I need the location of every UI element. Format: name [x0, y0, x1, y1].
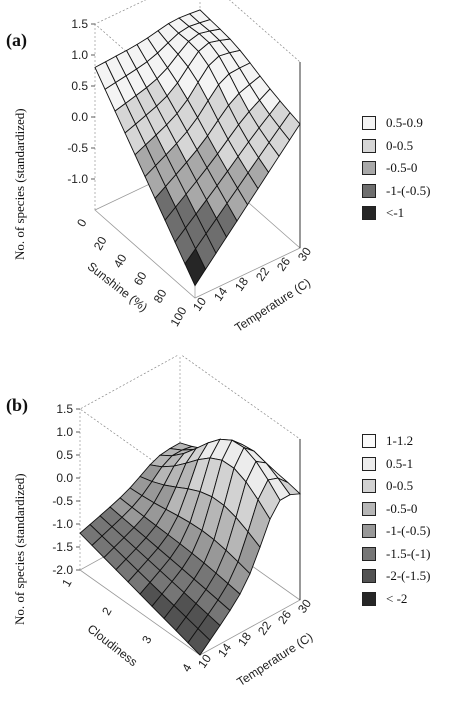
- legend-swatch: [362, 183, 376, 198]
- x-tick-label: 22: [253, 264, 272, 283]
- legend-swatch: [362, 161, 376, 176]
- legend-item: 0-0.5: [362, 135, 430, 158]
- legend-item: -0.5-0: [362, 157, 430, 180]
- legend-swatch: [362, 501, 376, 516]
- legend-item: 0.5-1: [362, 453, 430, 476]
- legend-a: 0.5-0.9 0-0.5 -0.5-0 -1-(-0.5) <-1: [362, 112, 430, 225]
- panel-b: (b) No. of species (standardized) -2.0 -1…: [0, 355, 474, 711]
- z-axis-label: Cloudiness: [85, 622, 140, 670]
- legend-swatch: [362, 138, 376, 153]
- legend-item: -0.5-0: [362, 498, 430, 521]
- y-tick-label: 0.5: [71, 79, 88, 93]
- y-tick-label: 0.0: [71, 110, 88, 124]
- legend-swatch: [362, 456, 376, 471]
- legend-item: -1-(-0.5): [362, 180, 430, 203]
- legend-item: 1-1.2: [362, 430, 430, 453]
- legend-swatch: [362, 434, 376, 449]
- legend-item: 0.5-0.9: [362, 112, 430, 135]
- x-tick-label: 22: [255, 618, 274, 637]
- legend-label: <-1: [386, 205, 405, 221]
- legend-swatch: [362, 524, 376, 539]
- x-tick-label: 10: [195, 651, 214, 670]
- x-tick-label: 26: [274, 254, 293, 273]
- legend-label: -1-(-0.5): [386, 182, 431, 198]
- y-tick-label: 0.0: [56, 471, 73, 485]
- surface-cell: [187, 628, 211, 656]
- legend-item: <-1: [362, 202, 430, 225]
- legend-swatch: [362, 479, 376, 494]
- x-tick-label: 26: [275, 607, 294, 626]
- legend-swatch: [362, 116, 376, 131]
- z-tick-label: 3: [139, 633, 155, 646]
- legend-item: -1.5-(-1): [362, 543, 430, 566]
- legend-label: 1-1.2: [386, 433, 414, 449]
- y-tick-label: -1.5: [52, 540, 73, 554]
- legend-item: -1-(-0.5): [362, 520, 430, 543]
- x-tick-label: 18: [232, 274, 251, 293]
- x-tick-label: 18: [235, 629, 254, 648]
- legend-item: -2-(-1.5): [362, 565, 430, 588]
- panel-label: (a): [6, 30, 27, 50]
- legend-label: -1.5-(-1): [386, 545, 431, 561]
- z-tick-label: 80: [151, 287, 170, 306]
- axis-box-top: [94, 0, 301, 113]
- z-tick-label: 100: [167, 304, 189, 329]
- axis-box-top: [79, 355, 301, 495]
- y-tick-label: 0.5: [56, 448, 73, 462]
- legend-swatch: [362, 546, 376, 561]
- y-tick-label: -1.0: [52, 517, 73, 531]
- legend-swatch: [362, 591, 376, 606]
- legend-item: < -2: [362, 588, 430, 611]
- legend-label: < -2: [386, 590, 408, 606]
- y-tick-label: 1.0: [71, 48, 88, 62]
- legend-label: 0-0.5: [386, 137, 414, 153]
- y-tick-label: 1.0: [56, 425, 73, 439]
- legend-label: 0.5-0.9: [386, 115, 423, 131]
- panel-label: (b): [6, 395, 28, 415]
- legend-swatch: [362, 569, 376, 584]
- x-tick-label: 14: [215, 640, 234, 659]
- legend-label: -2-(-1.5): [386, 568, 431, 584]
- legend-b: 1-1.2 0.5-1 0-0.5 -0.5-0 -1-(-0.5) -1.5-(-1) -…: [362, 430, 430, 610]
- z-tick-label: 2: [99, 605, 115, 618]
- z-tick-label: 1: [59, 576, 75, 589]
- z-tick-label: 4: [179, 661, 195, 674]
- y-tick-label: -2.0: [52, 563, 73, 577]
- y-tick-label: 1.5: [56, 402, 73, 416]
- legend-label: 0-0.5: [386, 478, 414, 494]
- legend-label: -1-(-0.5): [386, 523, 431, 539]
- z-tick-label: 20: [91, 234, 110, 253]
- legend-label: 0.5-1: [386, 455, 414, 471]
- y-tick-label: -1.0: [67, 172, 88, 186]
- legend-label: -0.5-0: [386, 500, 418, 516]
- z-tick-label: 0: [74, 216, 90, 229]
- x-tick-label: 30: [295, 244, 314, 263]
- x-tick-label: 10: [190, 294, 209, 313]
- x-tick-label: 30: [295, 596, 314, 615]
- panel-a: (a) No. of species (standardized) -1.0 -0…: [0, 0, 474, 355]
- legend-label: -0.5-0: [386, 160, 418, 176]
- z-tick-label: 40: [111, 251, 130, 270]
- x-tick-label: 14: [211, 284, 230, 303]
- z-tick-label: 60: [131, 269, 150, 288]
- surface-cell: [94, 61, 117, 90]
- y-tick-label: -0.5: [67, 141, 88, 155]
- y-tick-label: 1.5: [71, 17, 88, 31]
- y-tick-label: -0.5: [52, 494, 73, 508]
- surface-chart-b: -2.0-1.5-1.0-0.50.00.51.01.5101418222630…: [52, 355, 315, 689]
- legend-swatch: [362, 206, 376, 221]
- legend-item: 0-0.5: [362, 475, 430, 498]
